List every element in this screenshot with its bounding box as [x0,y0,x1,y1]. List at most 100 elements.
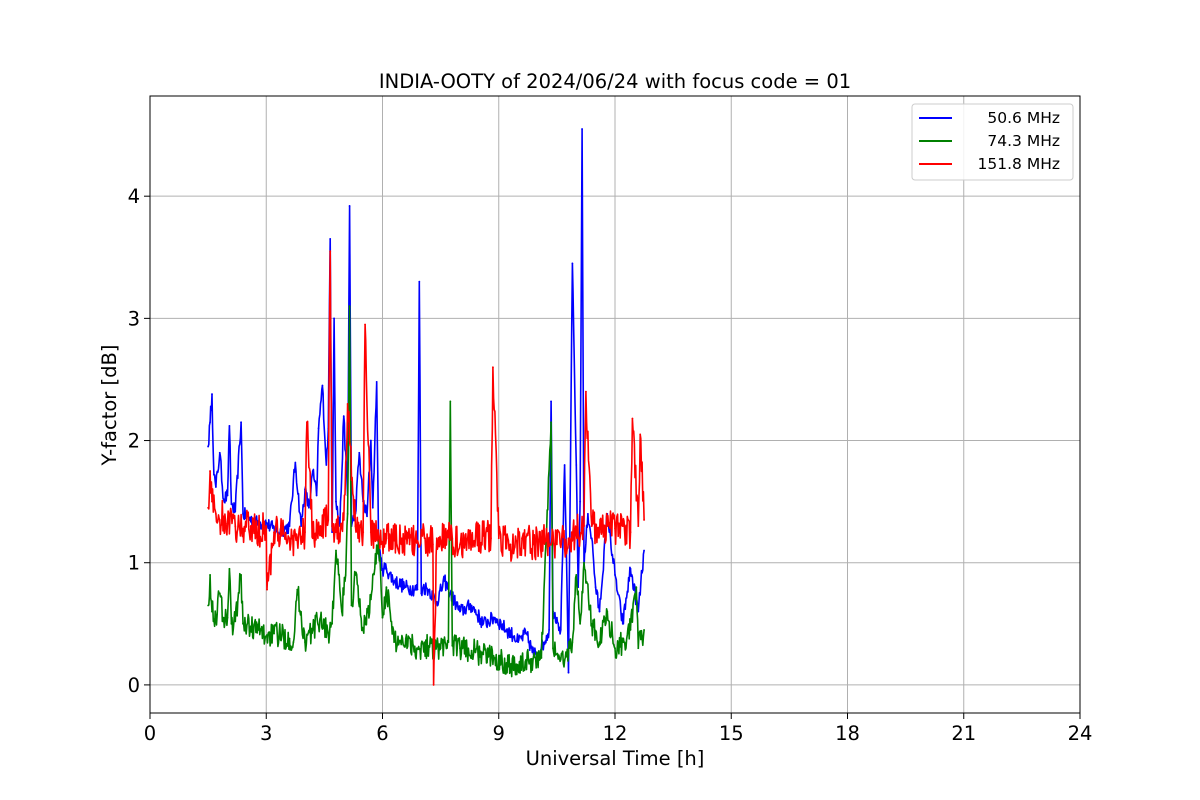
series-1-point [555,616,558,619]
series-3-point [598,531,601,534]
series-1-point [300,525,303,527]
series-1-point [418,280,421,283]
series-2-point [449,400,452,403]
series-3-point [443,539,446,542]
x-tick-label: 15 [719,722,744,745]
series-1-point [493,616,496,619]
series-3-point [451,537,454,540]
series-2-point [598,641,601,644]
series-3-point [424,537,427,540]
series-2-point [348,305,351,308]
series-2-point [280,635,283,637]
series-3-point [346,402,349,405]
series-2-point [354,574,357,576]
series-2-point [590,622,593,625]
series-2-point [292,641,295,644]
series-2-point [296,588,299,591]
series-1-point [629,567,632,570]
y-tick-label: 4 [128,185,140,208]
series-2-point [447,641,450,644]
legend-box [911,103,1074,181]
series-2-point [517,665,520,668]
series-2-point [249,625,252,628]
series-1-point [211,393,213,396]
series-3-point [629,531,632,534]
series-2-point [393,641,396,644]
series-3-point [614,527,616,530]
series-2-point [381,616,384,619]
series-3-point [431,543,434,546]
series-3-point [639,433,642,436]
series-1-point [385,567,388,570]
series-line-2 [207,305,645,678]
series-3-point [273,531,275,534]
series-2-point [635,586,638,589]
series-2-point [563,659,566,662]
series-2-point [319,616,322,619]
series-1-point [517,641,520,644]
series-2-point [505,662,508,664]
series-2-point [575,574,578,576]
series-3-point [296,539,299,542]
x-tick-label: 18 [835,722,860,745]
series-1-point [240,421,242,424]
series-3-point [266,588,268,591]
series-1-point [335,500,337,503]
series-3-point [329,250,332,253]
series-3-point [393,539,396,542]
series-1-point [513,635,516,637]
series-1-point [420,592,423,595]
y-tick-label: 0 [128,674,140,697]
series-3-point [637,525,640,527]
series-2-point [242,622,244,625]
series-2-point [629,629,632,631]
series-1-point [331,531,334,534]
series-2-point [331,622,334,625]
series-2-point [459,647,461,650]
series-3-point [369,531,372,534]
series-1-point [559,629,562,631]
series-3-point [470,537,473,540]
series-2-point [439,647,442,650]
series-2-point [643,629,645,631]
series-2-point [482,653,485,656]
series-3-point [226,522,229,525]
series-2-point [571,641,574,644]
series-1-point [321,384,324,387]
series-2-point [428,644,430,647]
series-1-point [381,567,384,570]
series-2-point [214,616,217,619]
legend-label: 74.3 MHz [987,132,1060,150]
series-3-point [354,525,357,527]
series-3-point [280,534,283,537]
x-axis-label: Universal Time [h] [526,747,705,770]
series-1-point [358,451,361,454]
series-1-point [567,671,570,674]
series-3-point [492,366,494,369]
series-3-point [209,470,211,472]
series-3-point [544,539,547,542]
series-1-point [581,128,583,130]
series-3-point [342,519,345,521]
series-line-3 [207,250,645,686]
series-1-point [422,586,425,589]
x-tick-label: 0 [144,722,156,745]
series-3-point [555,543,558,546]
series-1-point [621,622,624,625]
series-3-point [482,534,485,537]
y-axis-label: Y-factor [dB] [98,345,121,467]
y-tick-label: 2 [128,430,140,453]
series-2-point [451,644,454,647]
series-3-point [509,543,512,546]
series-3-point [532,543,535,546]
series-1-point [598,610,601,613]
series-2-point [583,561,585,564]
series-1-point [524,632,527,635]
series-1-point [482,622,485,625]
series-1-point [209,421,211,424]
series-2-point [211,610,213,613]
series-2-point [226,616,229,619]
series-1-point [214,486,217,488]
